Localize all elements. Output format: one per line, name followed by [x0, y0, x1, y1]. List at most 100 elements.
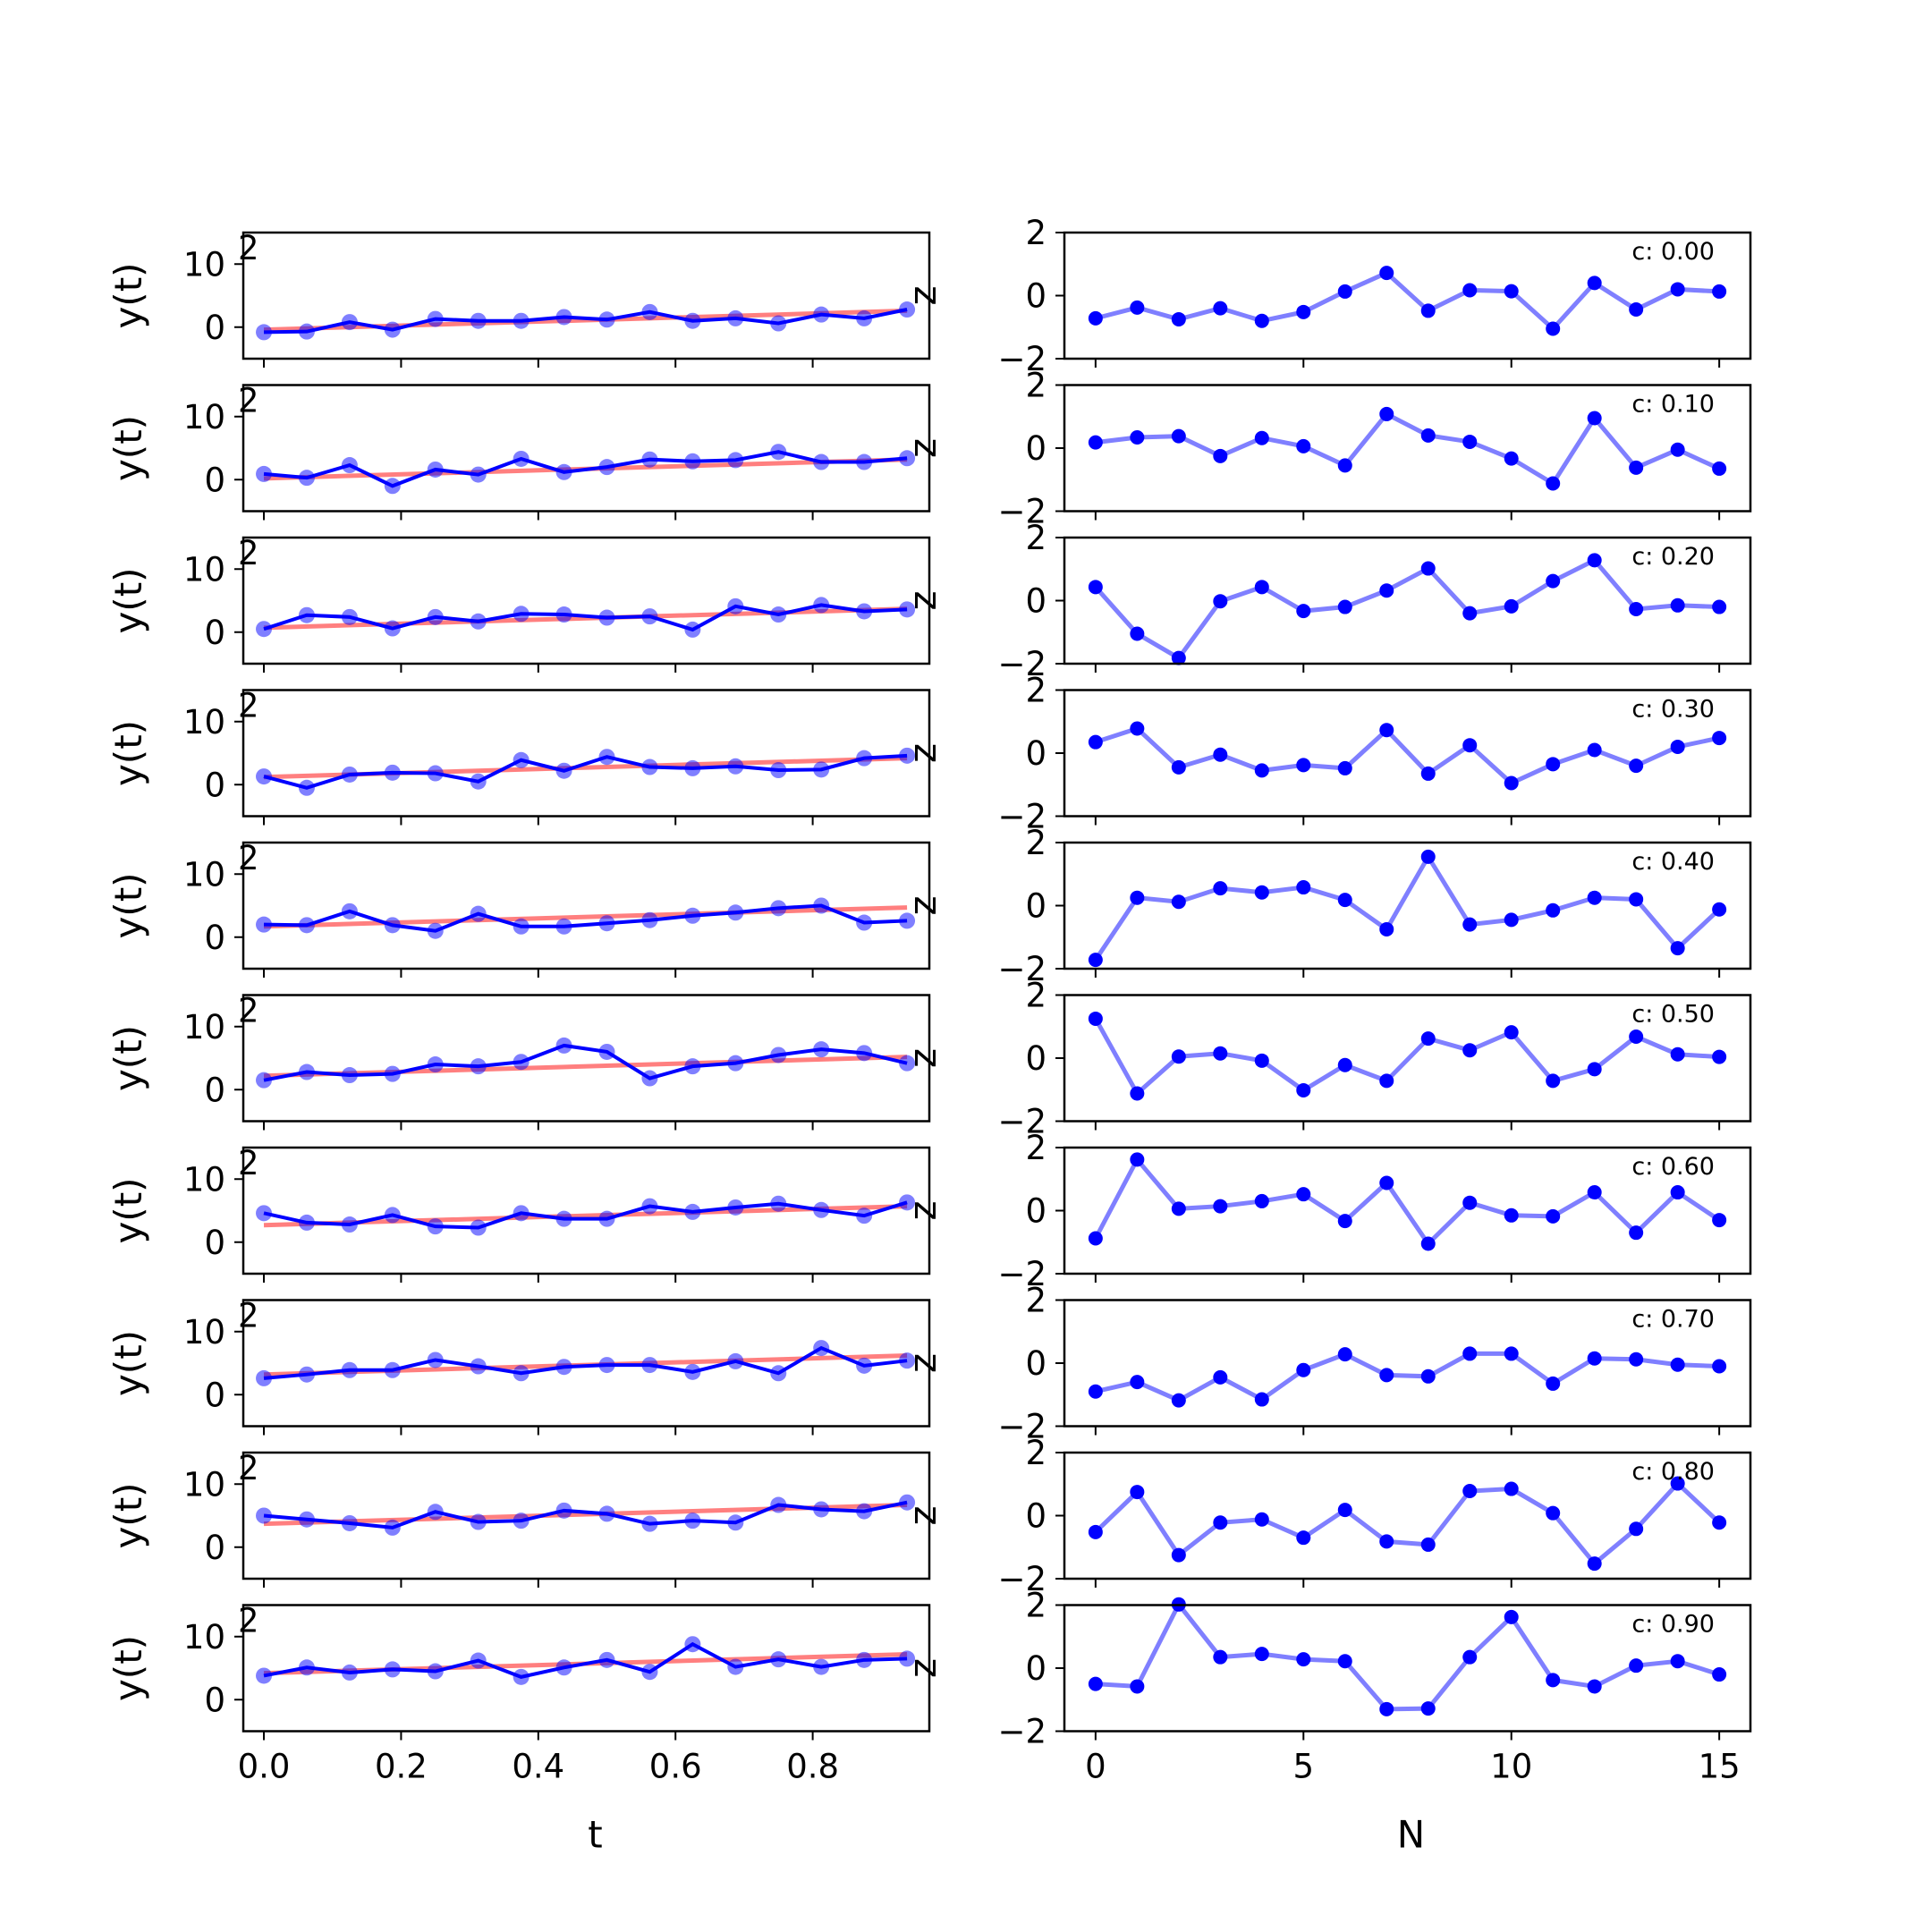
noise-point [1462, 1484, 1478, 1499]
signal-line [263, 753, 908, 790]
noise-point [1213, 448, 1228, 463]
signal-point [641, 1198, 658, 1215]
noise-point [1629, 302, 1644, 318]
signal-point [899, 1194, 916, 1211]
signal-point [256, 1369, 273, 1386]
signal-point [513, 751, 530, 768]
noise-point [1629, 758, 1644, 774]
noise-point [1504, 1346, 1519, 1361]
noise-line [1095, 270, 1720, 333]
signal-point [598, 1357, 615, 1374]
noise-subplot-4: z c: 0.40 −2 0 2 [901, 824, 1752, 988]
signal-point [598, 915, 615, 932]
noise-point [1712, 1515, 1727, 1530]
noise-point [1296, 758, 1311, 773]
signal-point [256, 1072, 273, 1089]
noise-line [1093, 852, 1721, 962]
signal-point [641, 1357, 658, 1374]
correlation-label: c: 0.30 [1631, 696, 1715, 724]
signal-point [727, 1055, 744, 1072]
noise-point [1420, 1701, 1436, 1716]
noise-point [1171, 1049, 1186, 1064]
noise-point [1130, 1375, 1145, 1390]
signal-point [298, 1659, 315, 1676]
noise-point [1462, 1346, 1478, 1361]
signal-point [341, 766, 358, 783]
noise-point [1254, 1647, 1269, 1662]
noise-point [1213, 747, 1228, 762]
z-axis-label: z [901, 1505, 945, 1525]
signal-line [263, 1345, 908, 1380]
noise-point [1379, 266, 1394, 281]
signal-subplot-0: 2 0 10 y(t) [106, 229, 931, 368]
signal-point [770, 1496, 787, 1513]
hidden-twin-tick-label: 2 [238, 534, 259, 572]
noise-line [1095, 1600, 1720, 1712]
noise-point [1130, 1485, 1145, 1500]
y-tick-label: 2 [1025, 214, 1046, 252]
signal-line [263, 1500, 908, 1530]
y-tick-label: −2 [997, 1103, 1046, 1141]
noise-subplot-2: z c: 0.20 −2 0 2 [901, 519, 1752, 683]
noise-subplot-0: z c: 0.00 −2 0 2 [901, 214, 1752, 378]
y-tick-label: −2 [997, 950, 1046, 988]
signal-point [341, 902, 358, 919]
noise-point [1712, 731, 1727, 746]
noise-point [1670, 442, 1685, 457]
correlation-label: c: 0.90 [1631, 1611, 1715, 1639]
noise-point [1546, 902, 1561, 918]
noise-point [1130, 890, 1145, 905]
noise-point [1462, 1043, 1478, 1058]
noise-point [1337, 1503, 1352, 1518]
correlation-label: c: 0.20 [1631, 543, 1715, 571]
signal-point [598, 1210, 615, 1227]
noise-point [1670, 1654, 1685, 1669]
signal-point [598, 1043, 615, 1060]
signal-point [555, 1359, 572, 1376]
signal-point [598, 459, 615, 476]
signal-point [641, 1070, 658, 1087]
signal-point [598, 1505, 615, 1522]
noise-point [1296, 880, 1311, 895]
signal-point [555, 1037, 572, 1054]
noise-point [1712, 461, 1727, 476]
z-axis-label: z [901, 1200, 945, 1220]
y-tick-label: −2 [997, 493, 1046, 531]
signal-point [470, 312, 487, 329]
noise-point [1587, 890, 1602, 905]
plot-frame [242, 1604, 931, 1733]
signal-line [263, 1200, 908, 1230]
noise-point [1712, 599, 1727, 614]
noise-point [1420, 849, 1436, 864]
noise-point [1088, 953, 1103, 968]
signal-point [641, 1515, 658, 1532]
plot-frame [242, 994, 931, 1123]
noise-point [1587, 1351, 1602, 1366]
noise-point [1254, 1392, 1269, 1407]
noise-point [1130, 300, 1145, 315]
noise-point [1171, 428, 1186, 444]
noise-point [1337, 1347, 1352, 1362]
signal-point [813, 1201, 830, 1218]
y-tick-label: 0 [1025, 734, 1046, 773]
noise-point [1213, 1046, 1228, 1061]
signal-point [298, 917, 315, 934]
hidden-twin-tick-label: 2 [238, 1144, 259, 1182]
noise-point [1171, 311, 1186, 326]
noise-point [1587, 1679, 1602, 1694]
noise-point [1546, 476, 1561, 491]
trend-line [263, 905, 908, 929]
x-axis-label-t: t [588, 1813, 602, 1857]
noise-point [1254, 885, 1269, 900]
noise-subplot-9: z c: 0.90 −2 0 2 0 5 10 15 [901, 1587, 1752, 1786]
signal-point [727, 758, 744, 775]
z-axis-label: z [901, 743, 945, 763]
signal-point [899, 1650, 916, 1667]
noise-point [1629, 602, 1644, 617]
signal-point [256, 1667, 273, 1684]
signal-point [598, 749, 615, 766]
signal-point [641, 303, 658, 320]
correlation-label: c: 0.10 [1631, 391, 1715, 419]
signal-point [598, 1651, 615, 1668]
noise-point [1587, 275, 1602, 291]
